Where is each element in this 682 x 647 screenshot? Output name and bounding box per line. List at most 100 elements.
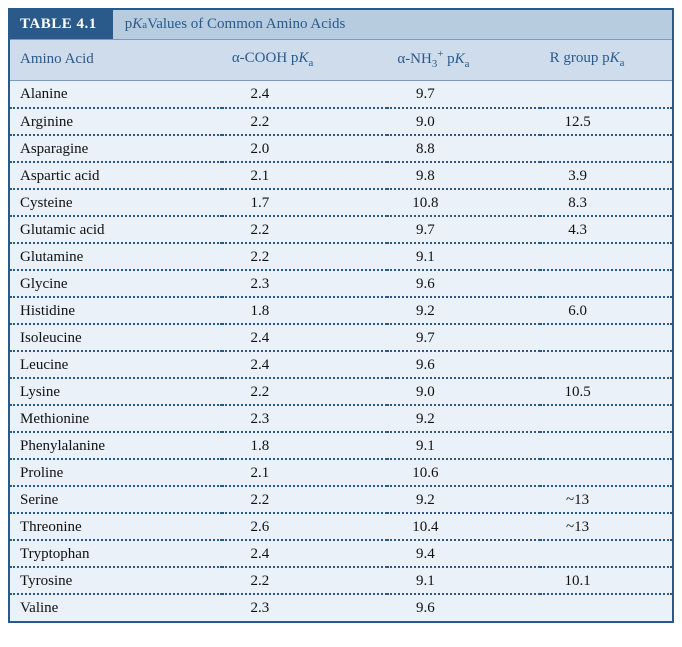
cell-amino-acid: Glutamic acid	[10, 216, 222, 243]
table-row: Tyrosine2.29.110.1	[10, 567, 672, 594]
cell-alpha-nh3-pka: 9.7	[387, 216, 539, 243]
cell-alpha-cooh-pka: 2.3	[222, 594, 388, 621]
cell-alpha-nh3-pka: 9.0	[387, 378, 539, 405]
cell-r-group-pka	[540, 540, 672, 567]
cell-alpha-nh3-pka: 9.2	[387, 297, 539, 324]
cell-alpha-cooh-pka: 1.8	[222, 432, 388, 459]
table-row: Glutamine2.29.1	[10, 243, 672, 270]
cell-r-group-pka: 12.5	[540, 108, 672, 135]
cell-alpha-cooh-pka: 2.2	[222, 486, 388, 513]
cell-r-group-pka	[540, 405, 672, 432]
cell-amino-acid: Isoleucine	[10, 324, 222, 351]
cell-alpha-cooh-pka: 2.4	[222, 351, 388, 378]
table-row: Serine2.29.2~13	[10, 486, 672, 513]
cell-alpha-nh3-pka: 8.8	[387, 135, 539, 162]
cell-amino-acid: Leucine	[10, 351, 222, 378]
cell-alpha-nh3-pka: 9.0	[387, 108, 539, 135]
cell-amino-acid: Serine	[10, 486, 222, 513]
cell-alpha-cooh-pka: 2.2	[222, 216, 388, 243]
cell-alpha-cooh-pka: 2.6	[222, 513, 388, 540]
header-row: Amino Acid α-COOH pKa α-NH3+ pKa R group…	[10, 40, 672, 81]
cell-alpha-cooh-pka: 1.8	[222, 297, 388, 324]
cell-r-group-pka: 8.3	[540, 189, 672, 216]
cell-amino-acid: Valine	[10, 594, 222, 621]
table-title: pKa Values of Common Amino Acids	[113, 10, 358, 39]
cell-alpha-nh3-pka: 9.6	[387, 351, 539, 378]
cell-r-group-pka: 10.5	[540, 378, 672, 405]
cell-alpha-cooh-pka: 2.2	[222, 378, 388, 405]
data-table: Amino Acid α-COOH pKa α-NH3+ pKa R group…	[10, 40, 672, 621]
cell-amino-acid: Histidine	[10, 297, 222, 324]
cell-alpha-cooh-pka: 2.2	[222, 108, 388, 135]
cell-amino-acid: Glutamine	[10, 243, 222, 270]
cell-alpha-nh3-pka: 9.1	[387, 567, 539, 594]
title-bar: TABLE 4.1 pKa Values of Common Amino Aci…	[10, 10, 672, 40]
table-body: Alanine2.49.7Arginine2.29.012.5Asparagin…	[10, 81, 672, 621]
table-row: Tryptophan2.49.4	[10, 540, 672, 567]
cell-alpha-cooh-pka: 2.0	[222, 135, 388, 162]
cell-r-group-pka: 10.1	[540, 567, 672, 594]
cell-r-group-pka	[540, 81, 672, 108]
cell-alpha-nh3-pka: 10.4	[387, 513, 539, 540]
cell-alpha-nh3-pka: 9.1	[387, 432, 539, 459]
cell-alpha-nh3-pka: 9.2	[387, 486, 539, 513]
cell-alpha-cooh-pka: 2.4	[222, 324, 388, 351]
col-r-group-pka: R group pKa	[540, 40, 672, 81]
cell-alpha-cooh-pka: 2.2	[222, 243, 388, 270]
table-row: Leucine2.49.6	[10, 351, 672, 378]
cell-r-group-pka: 6.0	[540, 297, 672, 324]
table-row: Proline2.110.6	[10, 459, 672, 486]
cell-alpha-cooh-pka: 2.1	[222, 162, 388, 189]
cell-amino-acid: Phenylalanine	[10, 432, 222, 459]
cell-alpha-cooh-pka: 2.4	[222, 81, 388, 108]
cell-amino-acid: Methionine	[10, 405, 222, 432]
table-row: Glycine2.39.6	[10, 270, 672, 297]
cell-alpha-cooh-pka: 2.2	[222, 567, 388, 594]
cell-amino-acid: Glycine	[10, 270, 222, 297]
cell-alpha-nh3-pka: 9.7	[387, 81, 539, 108]
table-row: Lysine2.29.010.5	[10, 378, 672, 405]
table-row: Aspartic acid2.19.83.9	[10, 162, 672, 189]
cell-alpha-cooh-pka: 2.3	[222, 405, 388, 432]
cell-r-group-pka	[540, 243, 672, 270]
cell-amino-acid: Tyrosine	[10, 567, 222, 594]
table-row: Cysteine1.710.88.3	[10, 189, 672, 216]
cell-amino-acid: Alanine	[10, 81, 222, 108]
cell-amino-acid: Threonine	[10, 513, 222, 540]
col-alpha-nh3-pka: α-NH3+ pKa	[387, 40, 539, 81]
cell-amino-acid: Cysteine	[10, 189, 222, 216]
table-row: Arginine2.29.012.5	[10, 108, 672, 135]
cell-alpha-cooh-pka: 1.7	[222, 189, 388, 216]
cell-amino-acid: Lysine	[10, 378, 222, 405]
cell-r-group-pka	[540, 594, 672, 621]
cell-r-group-pka: 3.9	[540, 162, 672, 189]
cell-alpha-nh3-pka: 9.2	[387, 405, 539, 432]
pka-table: TABLE 4.1 pKa Values of Common Amino Aci…	[8, 8, 674, 623]
table-row: Isoleucine2.49.7	[10, 324, 672, 351]
table-row: Glutamic acid2.29.74.3	[10, 216, 672, 243]
cell-r-group-pka	[540, 351, 672, 378]
cell-alpha-nh3-pka: 9.1	[387, 243, 539, 270]
cell-amino-acid: Arginine	[10, 108, 222, 135]
table-row: Methionine2.39.2	[10, 405, 672, 432]
table-row: Histidine1.89.26.0	[10, 297, 672, 324]
cell-r-group-pka: 4.3	[540, 216, 672, 243]
cell-amino-acid: Aspartic acid	[10, 162, 222, 189]
cell-alpha-nh3-pka: 10.8	[387, 189, 539, 216]
table-row: Phenylalanine1.89.1	[10, 432, 672, 459]
cell-r-group-pka	[540, 324, 672, 351]
table-row: Valine2.39.6	[10, 594, 672, 621]
cell-alpha-nh3-pka: 9.7	[387, 324, 539, 351]
cell-alpha-nh3-pka: 9.8	[387, 162, 539, 189]
cell-amino-acid: Proline	[10, 459, 222, 486]
table-row: Alanine2.49.7	[10, 81, 672, 108]
cell-alpha-cooh-pka: 2.4	[222, 540, 388, 567]
cell-alpha-nh3-pka: 10.6	[387, 459, 539, 486]
cell-alpha-cooh-pka: 2.1	[222, 459, 388, 486]
table-row: Threonine2.610.4~13	[10, 513, 672, 540]
cell-r-group-pka	[540, 270, 672, 297]
col-amino-acid: Amino Acid	[10, 40, 222, 81]
cell-alpha-cooh-pka: 2.3	[222, 270, 388, 297]
cell-amino-acid: Tryptophan	[10, 540, 222, 567]
cell-alpha-nh3-pka: 9.6	[387, 594, 539, 621]
